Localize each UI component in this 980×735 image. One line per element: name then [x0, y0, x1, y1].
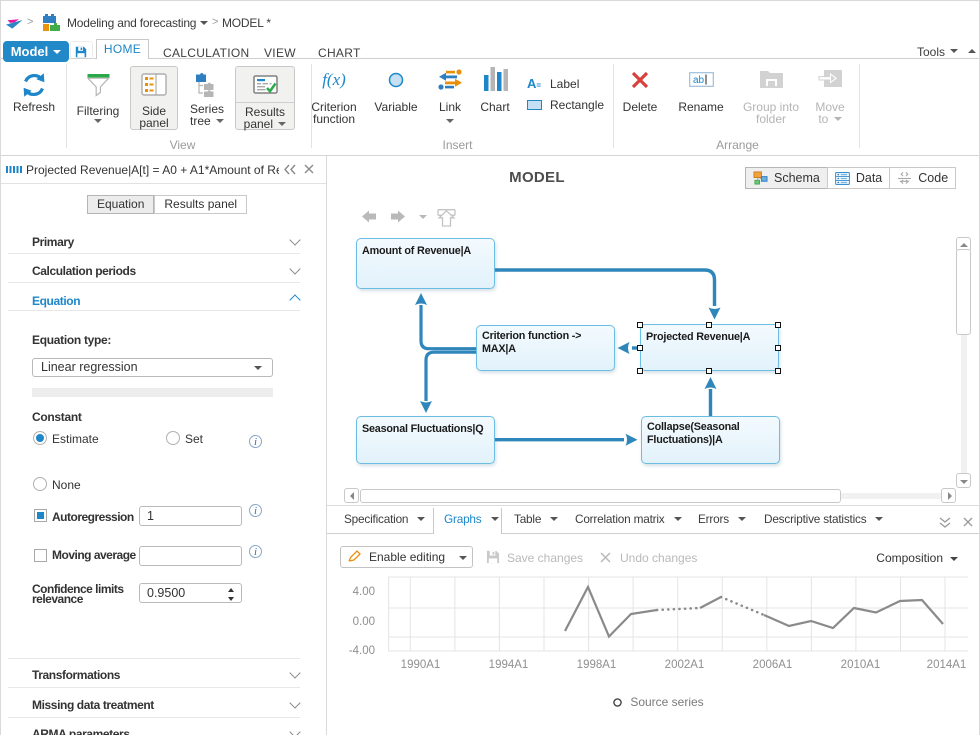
svg-text:2014A1: 2014A1 [927, 659, 967, 671]
svg-text:2002A1: 2002A1 [665, 659, 705, 671]
svg-text:ab: ab [693, 75, 705, 86]
svg-text:1990A1: 1990A1 [401, 659, 441, 671]
svg-text:-4.00: -4.00 [349, 645, 375, 657]
svg-text:1998A1: 1998A1 [577, 659, 617, 671]
svg-text:1994A1: 1994A1 [489, 659, 529, 671]
svg-text:2006A1: 2006A1 [753, 659, 793, 671]
svg-text:4.00: 4.00 [353, 586, 375, 598]
svg-text:2010A1: 2010A1 [841, 659, 881, 671]
svg-text:0.00: 0.00 [353, 616, 375, 628]
